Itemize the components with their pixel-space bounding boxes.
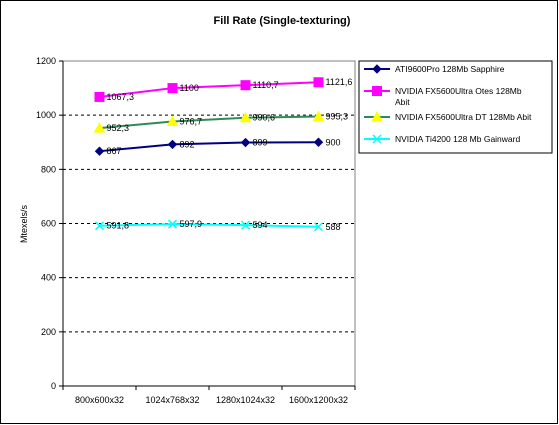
legend-label: NVIDIA FX5600Ultra Otes 128Mb xyxy=(395,86,522,96)
data-point xyxy=(94,91,105,102)
data-point xyxy=(167,139,178,150)
y-tick-label: 400 xyxy=(41,273,56,283)
legend-label: Abit xyxy=(395,97,410,107)
data-point xyxy=(94,146,105,156)
data-label: 1067,3 xyxy=(107,92,135,102)
legend-marker xyxy=(372,64,382,74)
data-label: 867 xyxy=(107,146,122,156)
series-line xyxy=(99,223,319,228)
legend-marker xyxy=(372,134,382,144)
data-point xyxy=(239,111,252,123)
legend-item-nvidia-ti4200-128-mb-gainward: NVIDIA Ti4200 128 Mb Gainward xyxy=(364,134,520,144)
data-point xyxy=(240,220,251,230)
x-tick-label-1600x1200x32: 1600x1200x32 xyxy=(289,395,348,405)
data-point xyxy=(313,137,324,147)
y-axis-title: Mtexels/s xyxy=(19,204,29,243)
legend-label: NVIDIA Ti4200 128 Mb Gainward xyxy=(395,134,520,144)
chart-title: Fill Rate (Single-texturing) xyxy=(214,15,351,27)
data-label: 591,8 xyxy=(107,221,130,231)
gridlines xyxy=(63,114,355,333)
legend-item-nvidia-fx5600ultra-dt-128mb-abit: NVIDIA FX5600Ultra DT 128Mb Abit xyxy=(364,110,532,122)
data-point xyxy=(313,222,324,232)
legend-label: ATI9600Pro 128Mb Sapphire xyxy=(395,64,505,74)
data-label: 899 xyxy=(253,138,268,148)
data-label: 995,3 xyxy=(326,111,349,121)
series-line xyxy=(99,115,319,130)
y-tick-label: 200 xyxy=(41,327,56,337)
data-label: 952,3 xyxy=(107,123,130,133)
data-point xyxy=(167,83,178,94)
x-tick-label-800x600x32: 800x600x32 xyxy=(75,395,124,405)
legend-item-ati9600pro-128mb-sapphire: ATI9600Pro 128Mb Sapphire xyxy=(364,64,505,74)
legend-marker xyxy=(372,86,382,96)
x-tick-label-1280x1024x32: 1280x1024x32 xyxy=(216,395,275,405)
data-point xyxy=(167,219,178,229)
data-label: 1100 xyxy=(180,83,199,93)
y-tick-label: 1000 xyxy=(36,110,56,120)
data-point xyxy=(240,137,251,148)
data-label: 892 xyxy=(180,139,195,149)
series-nvidia-ti4200-128-mb-gainward: 591,8 597,9 594 588 xyxy=(94,219,341,232)
data-point xyxy=(166,115,179,126)
data-point xyxy=(312,110,325,121)
series-line xyxy=(99,81,319,98)
legend-box xyxy=(358,60,553,154)
data-label: 990,6 xyxy=(253,113,276,123)
data-point xyxy=(240,80,251,91)
data-label: 594 xyxy=(253,220,268,230)
y-tick-label: 1200 xyxy=(36,56,56,66)
x-tick-label-1024x768x32: 1024x768x32 xyxy=(145,395,199,405)
series-nvidia-fx5600ultra-dt-128mb-abit: 952,3 976,7 990,6 995,3 xyxy=(93,110,349,133)
axes: 0 200 400 600 800 1000 1200 800x600x32 1024x768x… xyxy=(36,56,356,405)
series-ati9600pro-128mb-sapphire: 867 892 899 900 xyxy=(94,137,341,156)
legend-marker xyxy=(371,110,383,122)
legend-label: NVIDIA FX5600Ultra DT 128Mb Abit xyxy=(395,112,532,122)
y-tick-label: 800 xyxy=(41,164,56,174)
data-label: 900 xyxy=(326,137,341,147)
data-label: 597,9 xyxy=(180,219,203,229)
series-line xyxy=(99,141,319,153)
y-tick-label: 0 xyxy=(51,381,56,391)
data-label: 588 xyxy=(326,222,341,232)
series-nvidia-fx5600ultra-otes-128mb-abit: 1067,3 1100 1110,7 1121,6 xyxy=(94,77,353,102)
data-label: 1110,7 xyxy=(253,80,279,90)
data-point xyxy=(93,122,106,133)
data-label: 1121,6 xyxy=(326,77,353,87)
data-point xyxy=(313,77,324,88)
data-label: 976,7 xyxy=(180,116,203,126)
data-point xyxy=(94,221,105,231)
legend: ATI9600Pro 128Mb Sapphire NVIDIA FX5600Ul… xyxy=(358,60,553,154)
y-tick-label: 600 xyxy=(41,219,56,229)
